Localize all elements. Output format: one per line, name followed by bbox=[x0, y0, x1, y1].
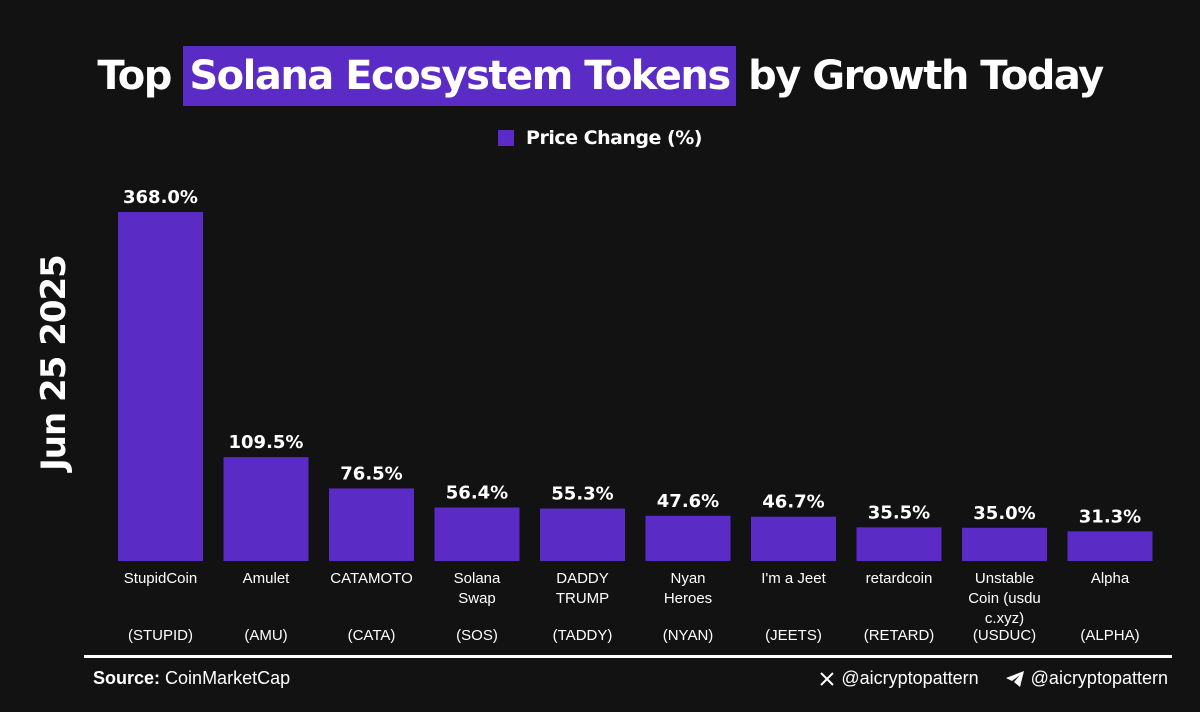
bar bbox=[645, 515, 731, 561]
category-label: Heroes bbox=[664, 590, 712, 607]
category-label: I'm a Jeet bbox=[761, 570, 826, 587]
bar bbox=[118, 212, 203, 561]
data-label: 46.7% bbox=[762, 492, 824, 513]
category-label: Unstable bbox=[975, 570, 1034, 587]
ticker-label: (USDUC) bbox=[973, 627, 1036, 644]
legend: Price Change (%) bbox=[0, 127, 1200, 149]
category-label: Amulet bbox=[243, 570, 291, 587]
category-label: CATAMOTO bbox=[330, 570, 413, 587]
data-label: 55.3% bbox=[551, 484, 613, 505]
category-label: Swap bbox=[458, 590, 496, 607]
category-label: c.xyz) bbox=[985, 610, 1024, 627]
legend-swatch bbox=[498, 130, 515, 146]
data-label: 76.5% bbox=[340, 463, 402, 484]
data-label: 35.0% bbox=[973, 503, 1035, 524]
title-suffix: by Growth Today bbox=[735, 53, 1104, 99]
bar bbox=[751, 516, 836, 561]
x-logo-icon bbox=[820, 671, 835, 686]
category-label: Nyan bbox=[670, 570, 705, 587]
data-label: 109.5% bbox=[229, 432, 304, 453]
bar bbox=[856, 527, 942, 561]
social-handles: @aicryptopattern @aicryptopattern bbox=[819, 668, 1168, 689]
bar-chart: 368.0% StupidCoin (STUPID) 109.5% Amulet (AMU… bbox=[118, 187, 1153, 644]
category-label: Coin (usdu bbox=[968, 590, 1041, 607]
ticker-label: (RETARD) bbox=[864, 627, 935, 644]
data-label: 35.5% bbox=[868, 502, 930, 523]
bar bbox=[434, 507, 520, 561]
ticker-label: (AMU) bbox=[244, 627, 287, 644]
x-handle-text: @aicryptopattern bbox=[841, 668, 979, 688]
bar bbox=[540, 508, 625, 561]
source-credit: Source: CoinMarketCap bbox=[93, 668, 290, 689]
category-label: TRUMP bbox=[556, 590, 609, 607]
ticker-label: (NYAN) bbox=[663, 627, 714, 644]
category-label: Solana bbox=[454, 570, 501, 587]
bar bbox=[223, 457, 309, 561]
ticker-label: (CATA) bbox=[348, 627, 396, 644]
category-label: Alpha bbox=[1091, 570, 1130, 587]
ticker-label: (SOS) bbox=[456, 627, 498, 644]
legend-label: Price Change (%) bbox=[526, 127, 702, 149]
data-label: 368.0% bbox=[123, 187, 198, 208]
title-prefix: Top bbox=[97, 53, 184, 99]
data-label: 31.3% bbox=[1079, 506, 1141, 527]
ticker-label: (TADDY) bbox=[553, 627, 613, 644]
title-highlight: Solana Ecosystem Tokens bbox=[183, 46, 736, 106]
x-handle[interactable]: @aicryptopattern bbox=[819, 668, 979, 689]
bar bbox=[1067, 531, 1153, 561]
source-label: Source: bbox=[93, 668, 161, 688]
footer-divider bbox=[84, 655, 1172, 658]
ticker-label: (JEETS) bbox=[765, 627, 822, 644]
telegram-icon bbox=[1005, 670, 1024, 687]
telegram-handle-text: @aicryptopattern bbox=[1030, 668, 1168, 688]
data-label: 47.6% bbox=[657, 491, 719, 512]
bar bbox=[962, 527, 1047, 561]
category-label: StupidCoin bbox=[124, 570, 197, 587]
data-label: 56.4% bbox=[446, 483, 508, 504]
ticker-label: (ALPHA) bbox=[1080, 627, 1139, 644]
telegram-handle[interactable]: @aicryptopattern bbox=[1005, 668, 1168, 689]
category-label: retardcoin bbox=[866, 570, 933, 587]
chart-title: Top Solana Ecosystem Tokens by Growth To… bbox=[0, 46, 1200, 106]
bar bbox=[329, 488, 414, 561]
category-label: DADDY bbox=[556, 570, 609, 587]
ticker-label: (STUPID) bbox=[128, 627, 193, 644]
source-name: CoinMarketCap bbox=[165, 668, 291, 688]
